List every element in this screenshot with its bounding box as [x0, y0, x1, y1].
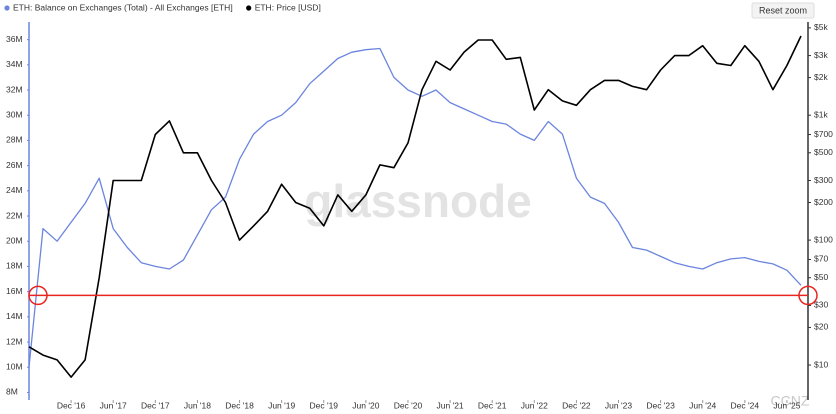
x-tick-label: Jun '24 — [689, 400, 716, 410]
legend-label: ETH: Balance on Exchanges (Total) - All … — [13, 2, 233, 12]
series-line — [28, 35, 802, 378]
y-tick-label: 34M — [6, 59, 23, 69]
x-tick-label: Jun '23 — [605, 400, 632, 410]
y-tick-label: 26M — [6, 160, 23, 170]
y2-tick-label: $70 — [814, 254, 828, 264]
x-tick-label: Dec '22 — [562, 400, 591, 410]
y-tick-label: 18M — [6, 261, 23, 271]
legend-marker — [246, 5, 252, 11]
x-tick-label: Dec '19 — [309, 400, 338, 410]
legend: ETH: Balance on Exchanges (Total) - All … — [4, 2, 321, 12]
y2-tick-label: $5k — [814, 22, 828, 32]
x-tick-label: Dec '21 — [478, 400, 507, 410]
x-tick-label: Dec '18 — [225, 400, 254, 410]
reset-zoom-button[interactable] — [751, 2, 815, 19]
x-tick-label: Dec '20 — [394, 400, 423, 410]
y2-tick-label: $700 — [814, 129, 833, 139]
y-tick-label: 24M — [6, 185, 23, 195]
y2-tick-label: $300 — [814, 175, 833, 185]
x-tick-label: Jun '19 — [268, 400, 295, 410]
y-tick-label: 12M — [6, 336, 23, 346]
y2-tick-label: $2k — [814, 72, 828, 82]
legend-marker — [4, 5, 10, 11]
y2-tick-label: $100 — [814, 234, 833, 244]
y-tick-label: 32M — [6, 84, 23, 94]
y2-tick-label: $30 — [814, 300, 828, 310]
y2-tick-label: $1k — [814, 109, 828, 119]
y-tick-label: 8M — [6, 387, 18, 397]
x-tick-label: Jun '22 — [521, 400, 548, 410]
x-tick-label: Jun '17 — [100, 400, 127, 410]
y2-tick-label: $500 — [814, 147, 833, 157]
x-tick-label: Dec '23 — [646, 400, 675, 410]
x-tick-label: Dec '16 — [57, 400, 86, 410]
y-tick-label: 22M — [6, 210, 23, 220]
y-tick-label: 16M — [6, 286, 23, 296]
source-watermark: CCNZ — [771, 393, 810, 409]
y-tick-label: 14M — [6, 311, 23, 321]
y-tick-label: 36M — [6, 34, 23, 44]
y-tick-label: 10M — [6, 361, 23, 371]
y2-tick-label: $50 — [814, 272, 828, 282]
x-tick-label: Jun '21 — [437, 400, 464, 410]
series-line — [28, 47, 802, 368]
x-tick-label: Jun '25 — [773, 400, 800, 410]
legend-label: ETH: Price [USD] — [255, 2, 321, 12]
y-tick-label: 28M — [6, 135, 23, 145]
x-tick-label: Dec '17 — [141, 400, 170, 410]
x-tick-label: Dec '24 — [731, 400, 760, 410]
x-tick-label: Jun '20 — [352, 400, 379, 410]
y2-tick-label: $3k — [814, 50, 828, 60]
y2-tick-label: $20 — [814, 322, 828, 332]
x-tick-label: Jun '18 — [184, 400, 211, 410]
y2-tick-label: $10 — [814, 359, 828, 369]
reset-zoom-label[interactable]: Reset zoom — [759, 5, 807, 15]
highlight-circle — [798, 285, 818, 306]
y-tick-label: 30M — [6, 109, 23, 119]
y-tick-label: 20M — [6, 235, 23, 245]
y2-tick-label: $200 — [814, 197, 833, 207]
highlight-circle — [28, 285, 48, 306]
watermark: glassnode — [304, 175, 532, 227]
